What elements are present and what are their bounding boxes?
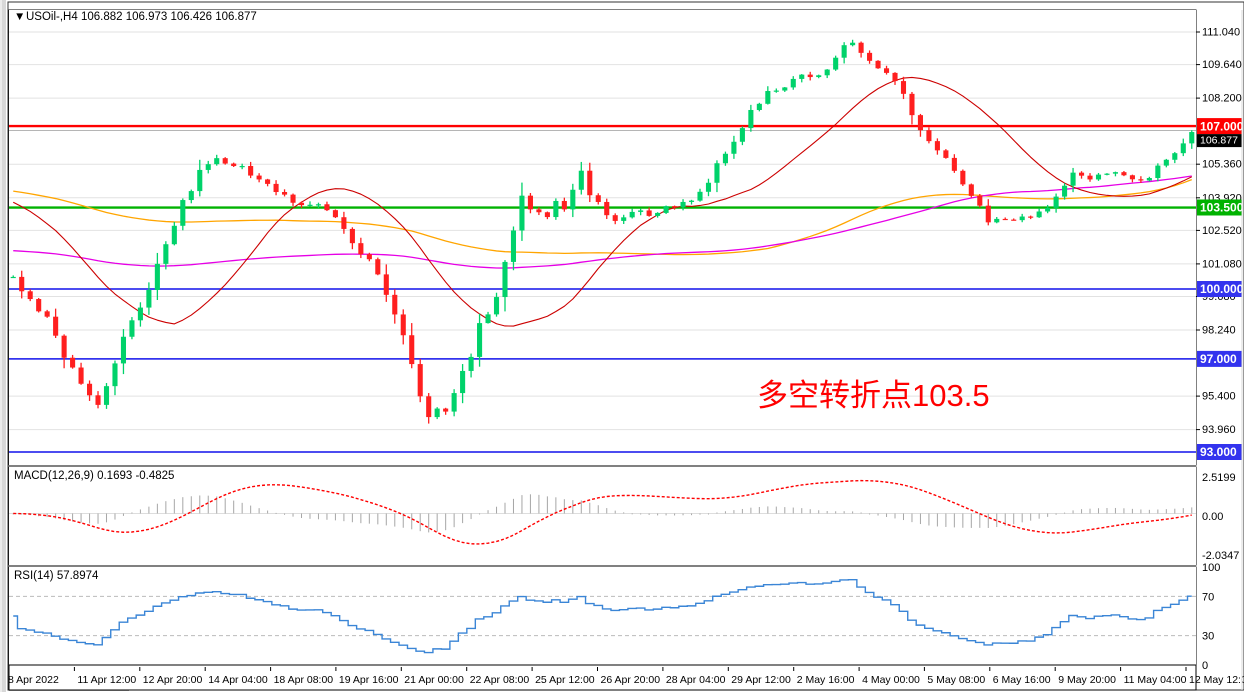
svg-text:14 Apr 04:00: 14 Apr 04:00	[208, 674, 268, 686]
svg-text:6 May 16:00: 6 May 16:00	[993, 674, 1051, 686]
svg-text:5 May 08:00: 5 May 08:00	[927, 674, 985, 686]
svg-text:RSI(14) 57.8974: RSI(14) 57.8974	[14, 570, 99, 582]
svg-text:2.5199: 2.5199	[1202, 472, 1236, 484]
svg-text:0: 0	[1202, 660, 1208, 672]
svg-text:0.00: 0.00	[1202, 511, 1223, 523]
svg-text:28 Apr 04:00: 28 Apr 04:00	[666, 674, 726, 686]
svg-text:70: 70	[1202, 591, 1214, 603]
svg-text:8 Apr 2022: 8 Apr 2022	[8, 674, 59, 686]
svg-text:9 May 20:00: 9 May 20:00	[1058, 674, 1116, 686]
svg-text:USOil-,H4 106.882 106.973 106: USOil-,H4 106.882 106.973 106.426 106.87…	[26, 11, 257, 23]
svg-text:93.960: 93.960	[1202, 424, 1236, 436]
svg-text:103.500: 103.500	[1200, 201, 1244, 215]
svg-text:101.080: 101.080	[1202, 258, 1242, 270]
svg-text:MACD(12,26,9) 0.1693 -0.4825: MACD(12,26,9) 0.1693 -0.4825	[14, 470, 174, 482]
svg-text:25 Apr 12:00: 25 Apr 12:00	[535, 674, 595, 686]
svg-text:106.877: 106.877	[1200, 135, 1238, 147]
svg-text:-2.0347: -2.0347	[1202, 550, 1239, 562]
svg-text:▼: ▼	[14, 11, 25, 23]
svg-text:12 May 12:00: 12 May 12:00	[1189, 674, 1244, 686]
svg-text:107.000: 107.000	[1200, 119, 1244, 133]
svg-text:29 Apr 12:00: 29 Apr 12:00	[731, 674, 791, 686]
svg-text:100: 100	[1202, 562, 1220, 574]
svg-text:26 Apr 20:00: 26 Apr 20:00	[601, 674, 661, 686]
svg-text:11 Apr 12:00: 11 Apr 12:00	[77, 674, 136, 686]
svg-text:100.000: 100.000	[1200, 282, 1244, 296]
svg-text:12 Apr 20:00: 12 Apr 20:00	[143, 674, 203, 686]
svg-text:22 Apr 08:00: 22 Apr 08:00	[470, 674, 530, 686]
svg-text:2 May 16:00: 2 May 16:00	[797, 674, 855, 686]
svg-text:102.520: 102.520	[1202, 225, 1242, 237]
svg-text:97.000: 97.000	[1200, 352, 1237, 366]
svg-text:18 Apr 08:00: 18 Apr 08:00	[274, 674, 334, 686]
svg-text:93.000: 93.000	[1200, 445, 1237, 459]
svg-text:98.240: 98.240	[1202, 325, 1236, 337]
svg-text:109.640: 109.640	[1202, 59, 1242, 71]
svg-text:95.400: 95.400	[1202, 391, 1236, 403]
svg-text:19 Apr 16:00: 19 Apr 16:00	[339, 674, 399, 686]
svg-text:30: 30	[1202, 631, 1214, 643]
svg-text:4 May 00:00: 4 May 00:00	[862, 674, 920, 686]
svg-text:111.040: 111.040	[1202, 27, 1240, 39]
svg-text:105.360: 105.360	[1202, 159, 1242, 171]
svg-text:21 Apr 00:00: 21 Apr 00:00	[404, 674, 464, 686]
svg-text:108.200: 108.200	[1202, 93, 1242, 105]
svg-text:多空转折点103.5: 多空转折点103.5	[757, 378, 990, 413]
svg-text:11 May 04:00: 11 May 04:00	[1124, 674, 1187, 686]
